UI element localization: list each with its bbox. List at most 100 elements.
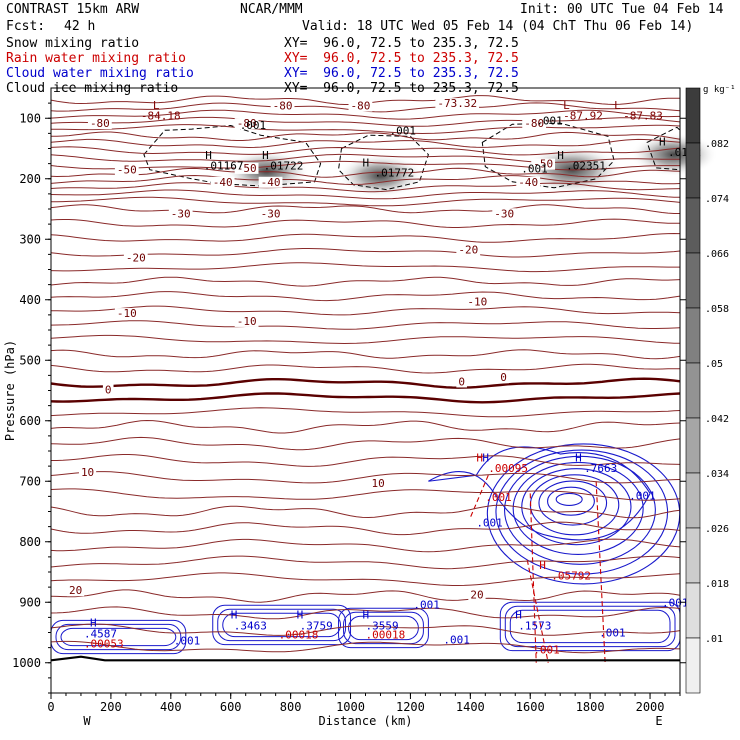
temp-contour-label-20: 0 [105,383,112,396]
extrema-label-8: H [262,149,269,162]
cloud-water-contour-upper-2 [538,480,608,526]
temp-contour-label-4: -80 [524,117,544,130]
extrema-label-4: L [614,99,621,112]
y-tick-label-700: 700 [19,474,41,488]
colorbar-swatch-1 [685,142,701,199]
cloud-water-low-3-1 [504,605,676,648]
extrema-label-24: H [575,451,582,464]
extrema-label-39: H [363,609,370,622]
temp-label-bg-17 [114,308,139,320]
colorbar-label-6: .034 [705,469,729,480]
colorbar-label-2: .066 [705,249,729,260]
isotherm-4 [51,124,681,135]
colorbar-swatch-6 [685,417,701,474]
isotherm-9 [50,160,680,171]
isotherm-28 [50,392,681,404]
field-xy-snow: XY= 96.0, 72.5 to 235.3, 72.5 [284,36,519,51]
colorbar-swatch-9 [685,582,701,639]
temp-label-bg-8 [531,158,556,170]
extrema-label-13: .02351 [566,160,606,173]
extrema-label-20: H [476,451,483,464]
isotherm-3 [50,116,681,127]
temp-label-bg-16 [456,244,481,256]
isotherm-21 [50,291,681,302]
isotherm-18 [50,248,681,258]
temp-contour-label-11: -40 [518,176,538,189]
extrema-label-17: .001 [389,125,416,138]
extrema-label-41: .00018 [366,629,406,642]
colorbar-swatch-4 [685,307,701,364]
cloud-water-contour-upper-4 [521,468,632,546]
temp-contour-label-12: -30 [171,207,191,220]
field-xy-cloud-water: XY= 96.0, 72.5 to 235.3, 72.5 [284,66,519,81]
field-label-rain: Rain water mixing ratio [6,51,187,66]
temp-contour-label-7: -50 [237,162,257,175]
isotherm-41 [50,606,681,620]
isotherm-32 [51,454,681,467]
temp-label-bg-23 [78,467,97,479]
isotherm-2 [50,109,681,120]
model-title: CONTRAST 15km ARW [6,2,140,17]
isotherm-10 [50,167,681,178]
extrema-label-36: .00018 [279,629,319,642]
colorbar-label-3: .058 [705,304,729,315]
colorbar-unit: g kg⁻¹ [703,85,736,95]
extrema-label-46: .001 [599,627,626,640]
colorbar-label-5: .042 [705,414,729,425]
extrema-label-10: H [363,157,370,170]
isotherm-27 [50,377,681,389]
temp-label-bg-18 [234,315,259,327]
colorbar-label-4: .05 [705,359,723,370]
y-tick-label-1000: 1000 [12,656,41,670]
temp-label-bg-26 [468,589,486,601]
temp-contour-label-2: -80 [351,100,371,113]
isotherm-7 [50,146,681,156]
field-label-cloud-water: Cloud water mixing ratio [6,66,194,81]
x-end-label-west: W [83,714,91,728]
temp-label-bg-19 [465,296,490,308]
x-tick-label-2000: 2000 [636,700,665,714]
extrema-label-0: L [153,99,160,112]
temp-label-bg-5 [435,98,479,110]
temp-contour-label-3: -80 [237,117,257,130]
isotherm-6 [50,138,681,149]
y-tick-label-200: 200 [19,172,41,186]
extrema-label-35: .3463 [234,619,267,632]
isotherm-23 [50,320,681,330]
y-tick-label-800: 800 [19,535,41,549]
temp-label-bg-9 [210,176,235,188]
extrema-label-5: -87.83 [623,109,663,122]
x-tick-label-1200: 1200 [396,700,425,714]
temp-contour-label-18: -10 [237,315,257,328]
temp-contour-label-21: 0 [458,375,465,388]
extrema-label-37: H [297,609,304,622]
isotherm-14 [51,196,681,207]
cloud-water-low-3-2 [509,609,671,644]
temp-contour-label-1: -80 [273,100,293,113]
extrema-label-42: .001 [413,598,440,611]
x-tick-label-600: 600 [220,700,242,714]
temp-contour-label-19: -10 [467,296,487,309]
colorbar-swatch-2 [685,197,701,254]
temp-label-bg-1 [270,100,295,112]
forecast-hour: 42 h [64,19,96,34]
temp-label-bg-6 [114,164,139,176]
temp-label-bg-10 [258,176,283,188]
temp-label-bg-21 [456,376,467,388]
isotherm-19 [50,262,680,273]
cloud-water-contour-upper-1 [547,486,595,516]
cloud-water-low-1-1 [217,608,347,642]
colorbar-label-8: .018 [705,579,729,590]
temp-label-bg-22 [498,372,509,384]
rain-contour-3 [526,559,549,663]
temp-label-bg-15 [123,252,148,264]
cloud-water-low-0-2 [60,627,177,647]
y-tick-label-500: 500 [19,353,41,367]
extrema-label-22: H [482,451,489,464]
isotherm-43 [50,640,681,654]
extrema-label-7: .01167 [204,160,244,173]
x-tick-label-800: 800 [280,700,302,714]
isotherm-39 [50,572,681,586]
extrema-label-34: H [231,609,238,622]
isotherm-40 [50,589,681,603]
